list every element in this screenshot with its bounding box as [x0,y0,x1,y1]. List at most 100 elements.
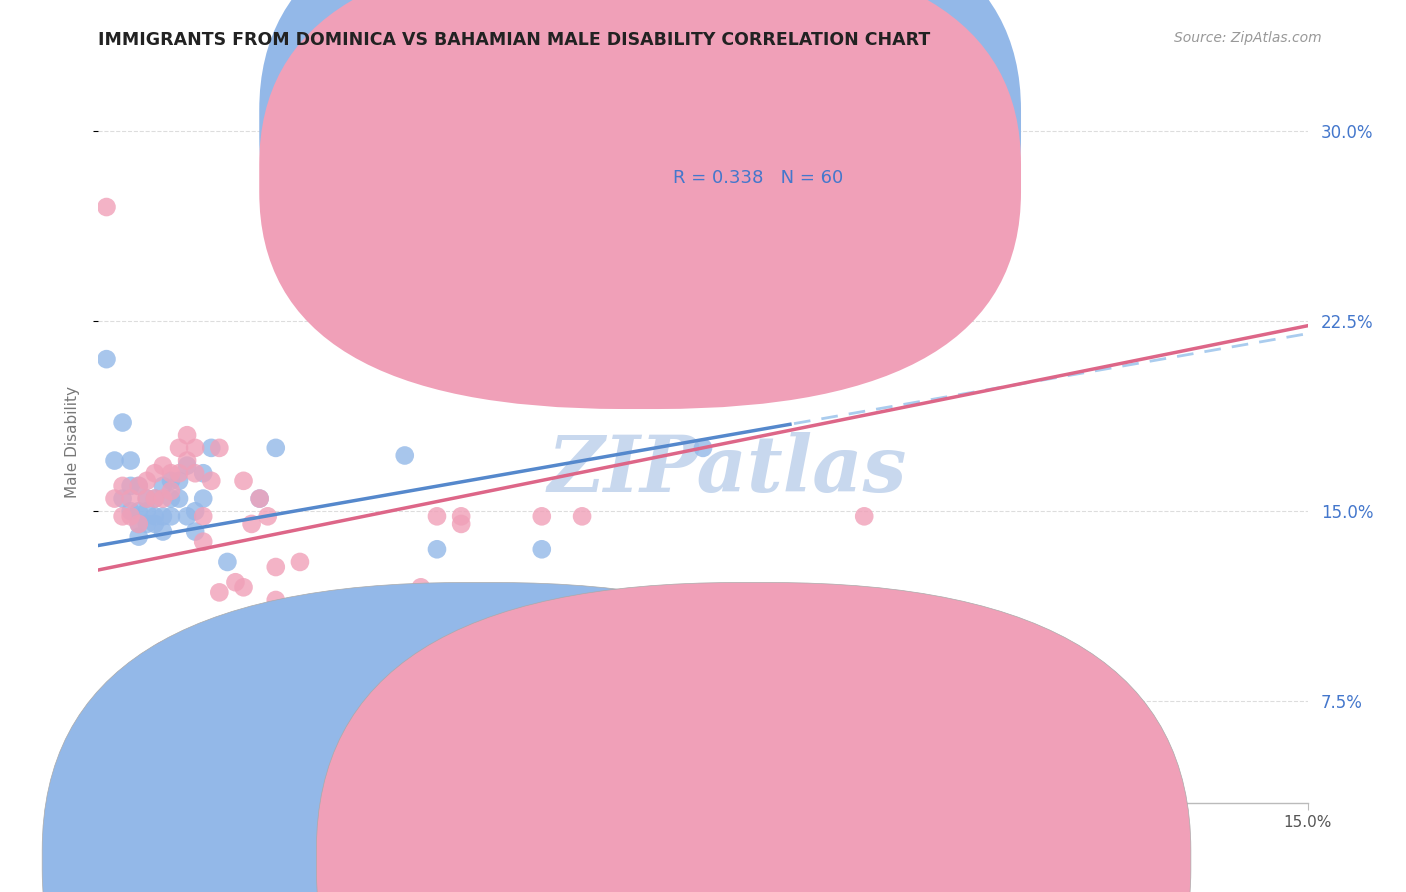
Point [152,509,174,524]
Point [240,516,263,531]
Text: Source: ZipAtlas.com: Source: ZipAtlas.com [1174,31,1322,45]
Point [160,474,183,488]
Point [143,509,166,524]
Point [128,530,150,544]
FancyBboxPatch shape [259,0,1021,355]
Point [160,483,183,498]
Point [160,491,183,506]
Point [344,611,367,625]
Point [167,467,190,481]
Point [264,441,287,455]
Point [491,694,513,708]
Point [111,479,134,493]
Point [167,491,190,506]
Point [232,712,254,726]
Point [193,534,215,549]
FancyBboxPatch shape [259,0,1021,409]
Point [217,636,239,650]
Point [152,524,174,539]
Point [167,474,190,488]
Point [135,474,157,488]
Point [120,509,142,524]
Point [176,458,198,473]
Point [128,516,150,531]
Point [208,585,231,599]
Point [135,491,157,506]
Point [612,326,634,341]
Point [193,509,215,524]
Point [128,504,150,518]
Point [329,669,352,683]
Point [184,467,207,481]
Point [96,352,118,367]
Point [96,200,118,214]
Point [394,449,416,463]
Point [176,453,198,467]
Point [370,661,392,675]
Point [264,593,287,607]
Point [120,453,142,467]
Text: Bahamians: Bahamians [778,853,862,867]
Point [160,509,183,524]
Point [256,509,278,524]
Point [152,491,174,506]
Point [184,524,207,539]
Point [571,681,593,696]
Point [103,491,125,506]
Point [224,651,246,665]
Text: R = 0.281   N = 46: R = 0.281 N = 46 [672,115,844,133]
Point [160,661,183,675]
Point [193,491,215,506]
Point [143,491,166,506]
Point [143,516,166,531]
Point [217,555,239,569]
Text: ZIPatlas: ZIPatlas [547,433,907,508]
Point [314,611,336,625]
Text: Immigrants from Dominica: Immigrants from Dominica [503,853,709,867]
Point [208,441,231,455]
Point [200,441,222,455]
Y-axis label: Male Disability: Male Disability [65,385,80,498]
Point [249,491,271,506]
Point [249,491,271,506]
Point [135,491,157,506]
Point [232,580,254,594]
Point [426,509,449,524]
Point [200,474,222,488]
Point [120,504,142,518]
Point [152,458,174,473]
Point [288,555,311,569]
Point [128,479,150,493]
FancyBboxPatch shape [588,91,950,218]
Point [111,416,134,430]
Point [128,516,150,531]
Point [329,712,352,726]
Point [111,491,134,506]
Point [135,504,157,518]
Point [135,516,157,531]
Text: IMMIGRANTS FROM DOMINICA VS BAHAMIAN MALE DISABILITY CORRELATION CHART: IMMIGRANTS FROM DOMINICA VS BAHAMIAN MAL… [98,31,931,49]
Point [208,657,231,671]
Point [853,509,876,524]
Point [120,479,142,493]
Point [184,441,207,455]
Point [176,428,198,442]
Point [692,441,714,455]
Point [474,618,496,632]
Point [450,509,472,524]
Point [111,509,134,524]
Point [571,509,593,524]
Point [530,509,553,524]
Point [651,326,673,341]
Point [193,467,215,481]
Text: R = 0.338   N = 60: R = 0.338 N = 60 [672,169,844,187]
Point [394,643,416,657]
Point [314,631,336,645]
Point [530,542,553,557]
Point [450,516,472,531]
Point [184,504,207,518]
Point [232,474,254,488]
Point [152,643,174,657]
Point [370,593,392,607]
Point [152,479,174,493]
